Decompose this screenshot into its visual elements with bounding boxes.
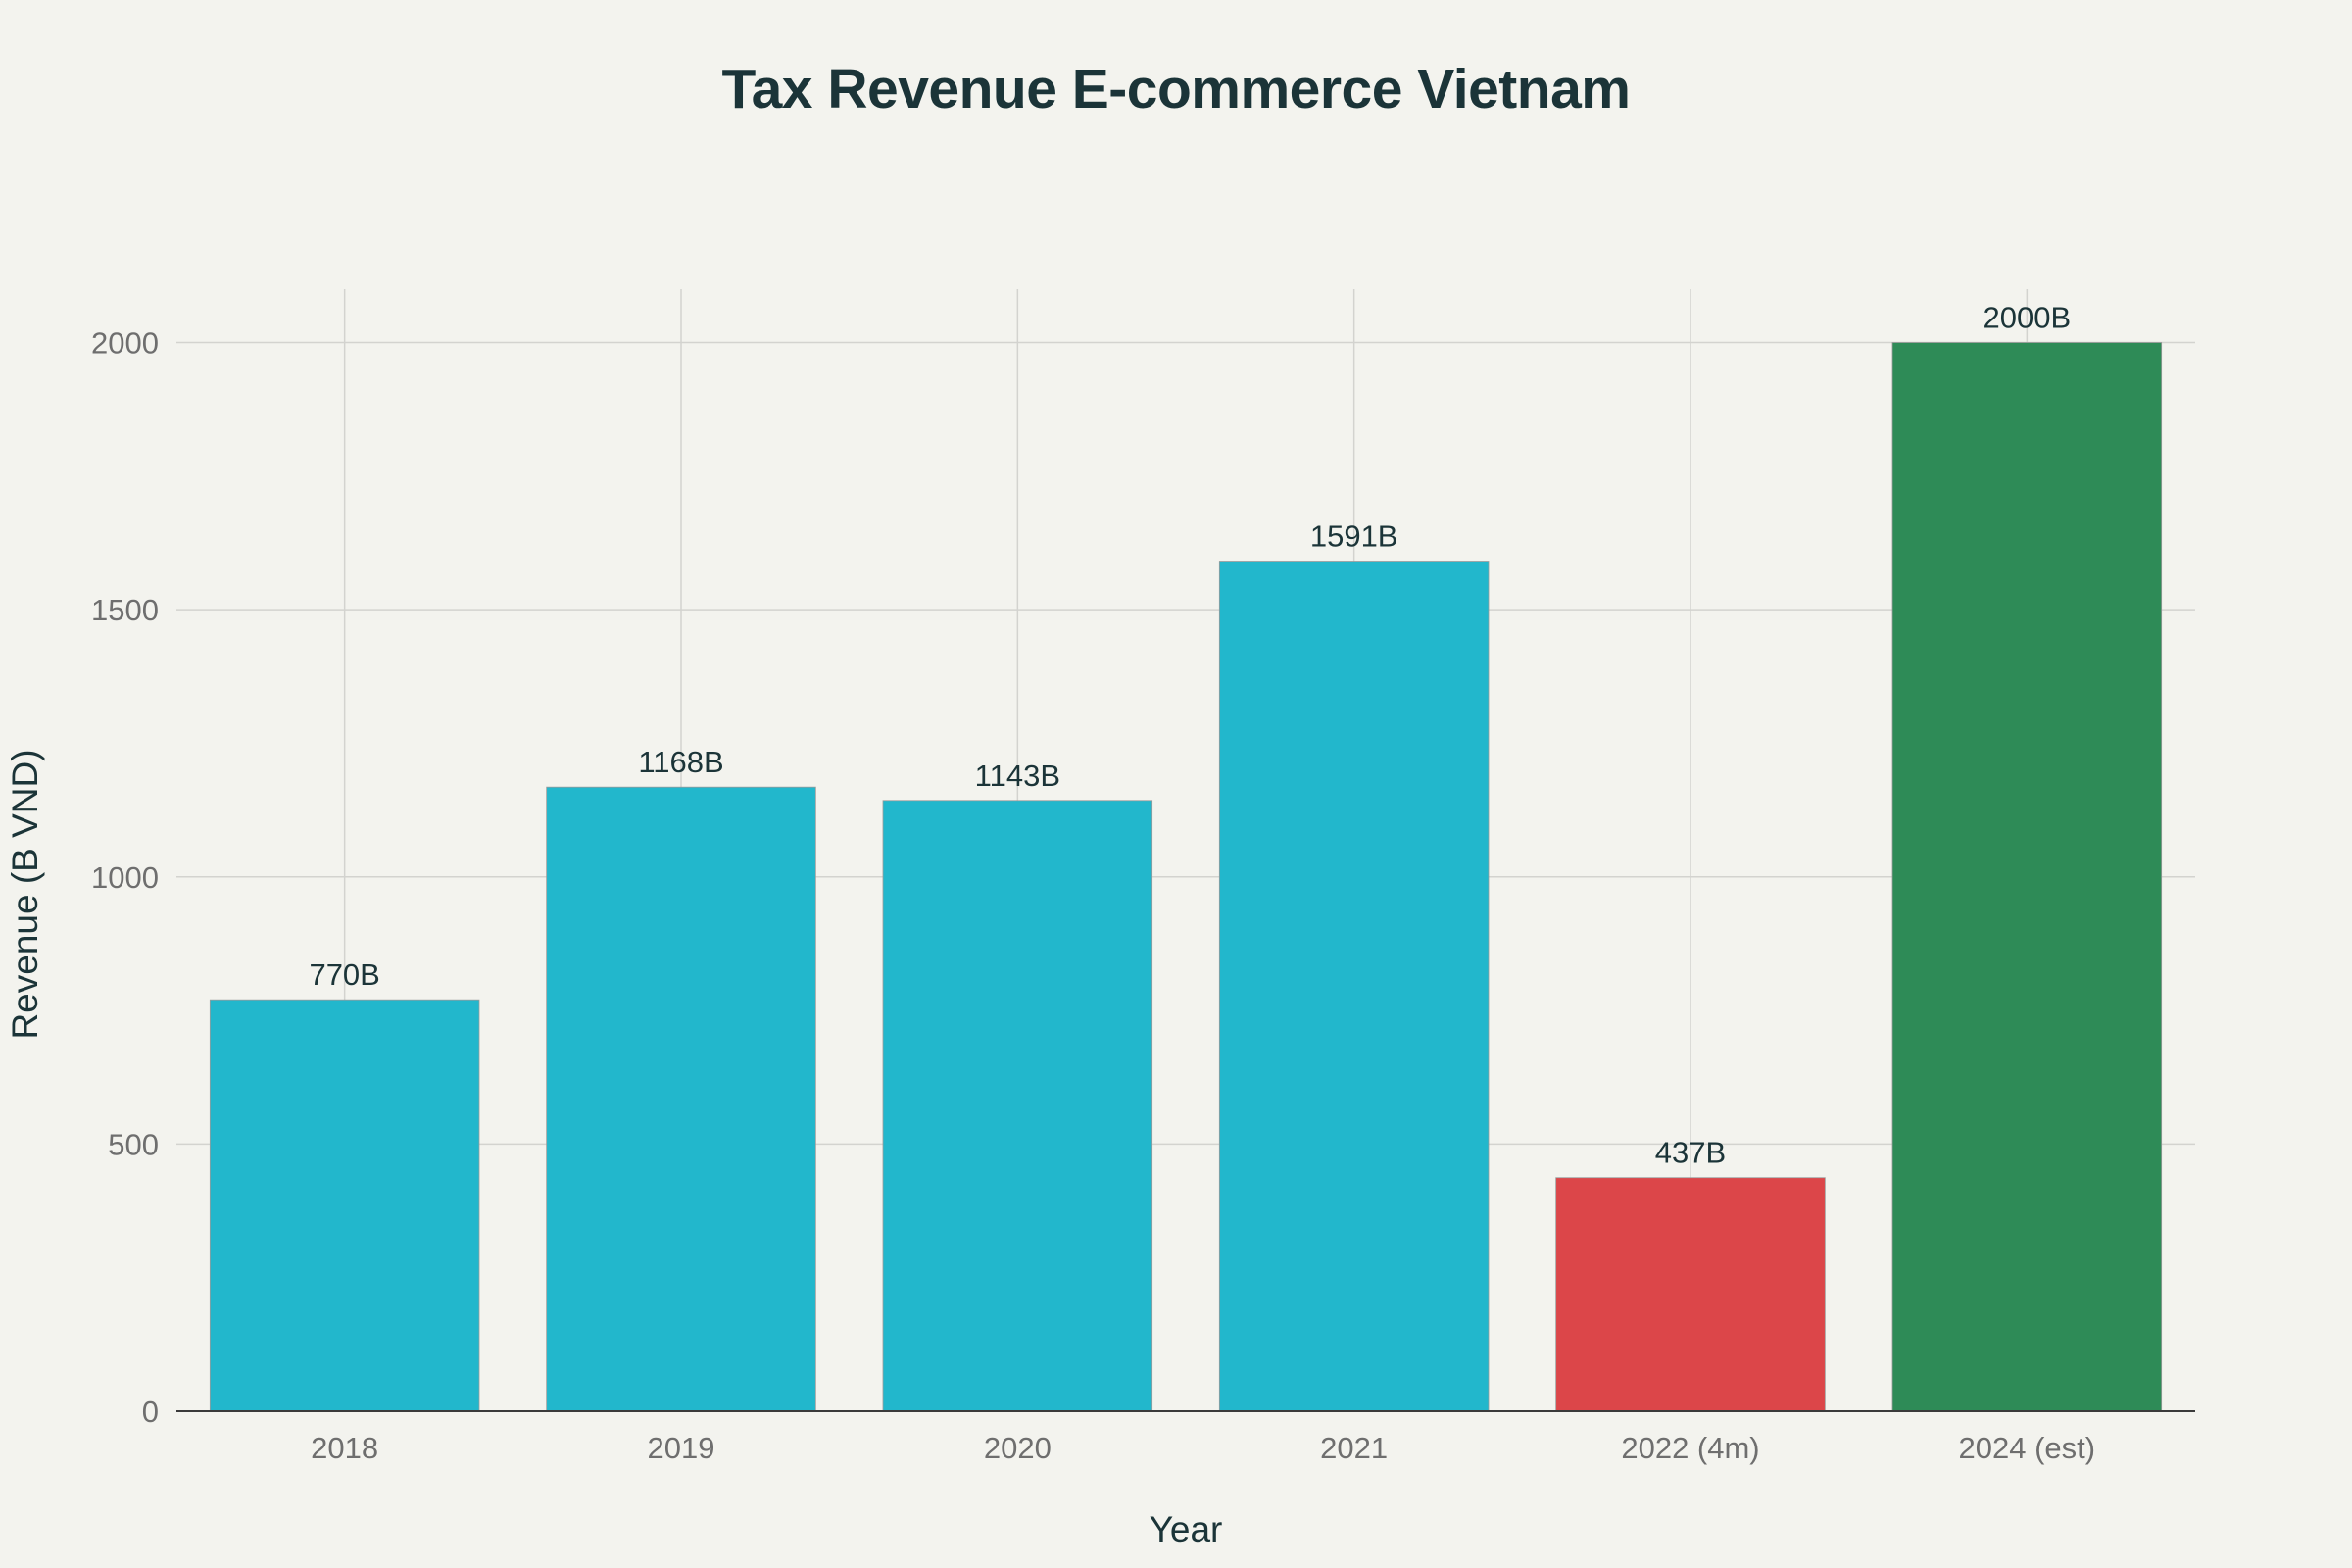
bar <box>546 786 816 1412</box>
y-tick-label: 0 <box>142 1395 159 1429</box>
x-tick-label: 2020 <box>984 1431 1052 1465</box>
y-axis-ticks: 0 500 1000 1500 2000 <box>91 326 159 1429</box>
x-tick-label: 2019 <box>648 1431 715 1465</box>
bar <box>1218 561 1490 1412</box>
bar <box>1555 1177 1826 1412</box>
x-tick-label: 2021 <box>1320 1431 1388 1465</box>
bar-value-label: 437B <box>1655 1136 1726 1170</box>
y-tick-label: 1000 <box>91 860 159 895</box>
bar-value-label: 1143B <box>975 759 1060 793</box>
y-axis-title: Revenue (B VND) <box>5 749 45 1039</box>
y-tick-label: 1500 <box>91 593 159 627</box>
x-axis-ticks: 2018 2019 2020 2021 2022 (4m) 2024 (est) <box>311 1431 2095 1465</box>
bar <box>882 800 1153 1412</box>
bar-value-label: 770B <box>309 957 379 992</box>
bar <box>209 999 480 1412</box>
bar-value-label: 1591B <box>1310 519 1398 554</box>
bar-value-label: 1168B <box>638 745 723 779</box>
data-labels: 770B 1168B 1143B 1591B 437B 2000B <box>309 301 2071 1170</box>
x-tick-label: 2024 (est) <box>1959 1431 2096 1465</box>
bar <box>1891 342 2163 1412</box>
bars <box>209 342 2163 1412</box>
x-tick-label: 2018 <box>311 1431 378 1465</box>
x-axis-title: Year <box>1150 1509 1223 1549</box>
bar-value-label: 2000B <box>1984 301 2072 335</box>
x-tick-label: 2022 (4m) <box>1621 1431 1759 1465</box>
chart-title: Tax Revenue E-commerce Vietnam <box>721 58 1631 121</box>
y-tick-label: 500 <box>108 1127 159 1161</box>
y-tick-label: 2000 <box>91 326 159 361</box>
